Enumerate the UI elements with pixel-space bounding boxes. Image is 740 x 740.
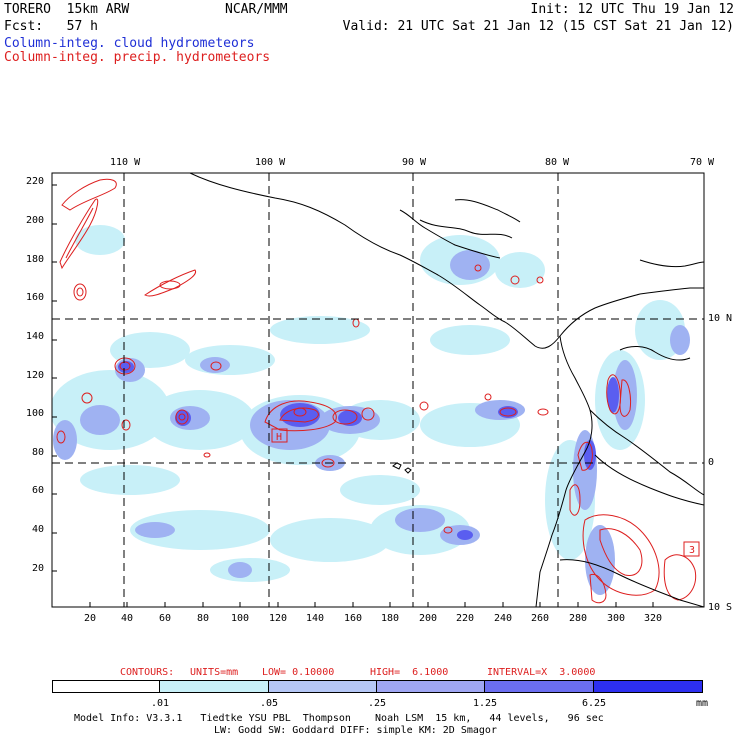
y-label: 180 [26, 254, 45, 265]
high-marker-boxes [271, 428, 700, 557]
colorbar-border [52, 680, 703, 693]
frame-ticks [52, 184, 654, 607]
x-label: 200 [419, 613, 438, 624]
contours-label: CONTOURS: [120, 667, 175, 678]
y-label: 20 [32, 563, 45, 574]
colorbar-label: .01 [150, 698, 170, 709]
contour-high: HIGH= 6.1000 [370, 667, 449, 678]
x-label: 100 [231, 613, 250, 624]
colorbar-label: .25 [367, 698, 387, 709]
lon-label-100w: 100 W [255, 157, 286, 168]
cloud-field-light [52, 225, 685, 582]
x-label: 40 [121, 613, 134, 624]
y-label: 220 [26, 176, 45, 187]
x-label: 260 [531, 613, 550, 624]
x-label: 20 [84, 613, 97, 624]
y-label: 120 [26, 370, 45, 381]
lon-label-90w: 90 W [402, 157, 427, 168]
x-label: 220 [456, 613, 475, 624]
coastlines [189, 173, 704, 607]
colorbar-segment [160, 680, 269, 693]
lon-label-70w: 70 W [690, 157, 715, 168]
lon-label-110w: 110 W [110, 157, 141, 168]
lat-label-10n: 10 N [708, 313, 733, 324]
high-marker-3: 3 [689, 545, 695, 556]
init-time: Init: 12 UTC Thu 19 Jan 12 [530, 2, 735, 17]
x-label: 80 [197, 613, 210, 624]
x-label: 160 [344, 613, 363, 624]
colorbar-segment [377, 680, 485, 693]
contour-low: LOW= 0.10000 [262, 667, 335, 678]
lat-label-10s: 10 S [708, 602, 733, 613]
colorbar-segment [485, 680, 594, 693]
colorbar-label: 1.25 [472, 698, 498, 709]
map-frame [51, 172, 705, 608]
x-label: 320 [644, 613, 663, 624]
y-label: 80 [32, 447, 45, 458]
colorbar-segment [269, 680, 377, 693]
colorbar-segment [52, 680, 160, 693]
legend-precip-hydrometeors: Column-integ. precip. hydrometeors [4, 50, 271, 65]
y-label: 200 [26, 215, 45, 226]
y-label: 160 [26, 292, 45, 303]
colorbar-label: 6.25 [581, 698, 607, 709]
x-label: 280 [569, 613, 588, 624]
colorbar-segment [594, 680, 703, 693]
x-label: 240 [494, 613, 513, 624]
model-info: Model Info: V3.3.1 Tiedtke YSU PBL Thomp… [74, 713, 604, 724]
x-label: 140 [306, 613, 325, 624]
physics-info: LW: Godd SW: Goddard DIFF: simple KM: 2D… [214, 725, 497, 736]
y-label: 140 [26, 331, 45, 342]
y-label: 100 [26, 408, 45, 419]
high-marker-h: H [276, 432, 282, 443]
org-label: NCAR/MMM [225, 2, 288, 17]
lat-label-0: 0 [708, 457, 715, 468]
colorbar-label: .05 [259, 698, 279, 709]
x-label: 120 [269, 613, 288, 624]
legend-cloud-hydrometeors: Column-integ. cloud hydrometeors [4, 36, 255, 51]
y-label: 40 [32, 524, 45, 535]
valid-time: Valid: 21 UTC Sat 21 Jan 12 (15 CST Sat … [342, 19, 734, 34]
lon-label-80w: 80 W [545, 157, 570, 168]
model-title: TORERO 15km ARW [4, 2, 130, 17]
x-label: 300 [607, 613, 626, 624]
forecast-hour: Fcst: 57 h [4, 19, 98, 34]
x-label: 60 [159, 613, 172, 624]
graticule [52, 173, 704, 607]
contour-interval: INTERVAL=X 3.0000 [487, 667, 596, 678]
y-label: 60 [32, 485, 45, 496]
contour-units: UNITS=mm [190, 667, 239, 678]
precip-contours [56, 178, 697, 604]
colorbar-unit: mm [695, 698, 709, 709]
x-label: 180 [381, 613, 400, 624]
